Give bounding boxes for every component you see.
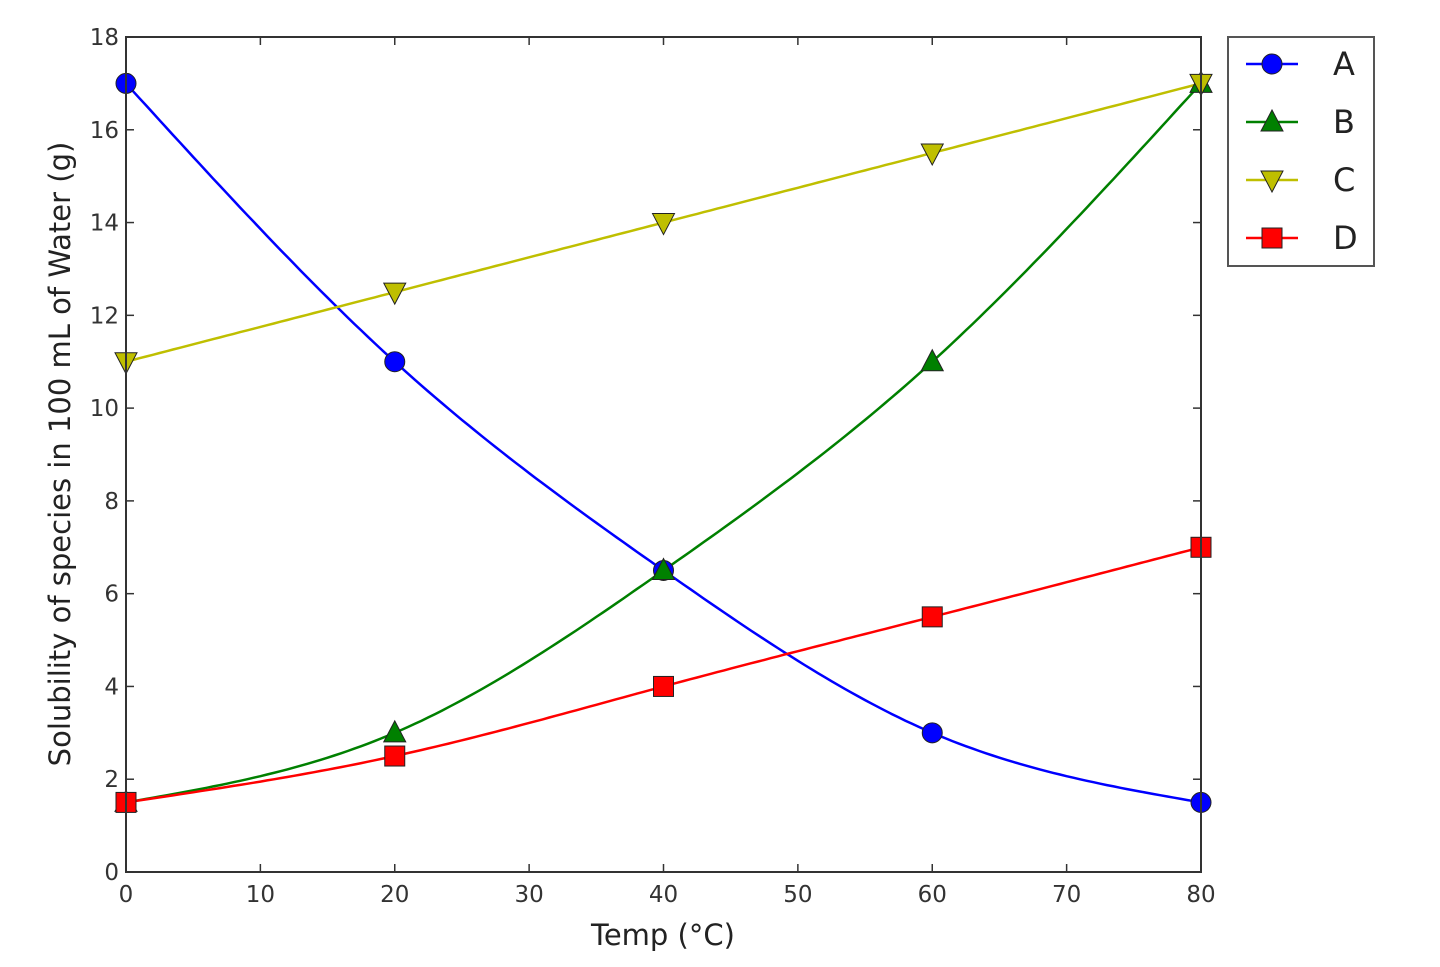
- y-tick-label: 18: [90, 25, 119, 51]
- y-tick-label: 4: [104, 674, 119, 700]
- y-tick-label: 16: [90, 118, 119, 144]
- data-point-D: [921, 606, 943, 628]
- data-point-B: [382, 719, 407, 743]
- x-tick-label: 50: [783, 882, 812, 908]
- data-point-C: [382, 282, 407, 306]
- legend-label-B: B: [1333, 103, 1355, 141]
- series-line-D: [125, 546, 1202, 804]
- x-axis-label: Temp (°C): [590, 918, 735, 952]
- x-tick-label: 60: [918, 882, 947, 908]
- y-tick-label: 14: [90, 211, 119, 237]
- data-point-C: [920, 143, 945, 167]
- x-tick-label: 80: [1186, 882, 1215, 908]
- legend-frame: [1227, 36, 1375, 267]
- data-point-B: [920, 348, 945, 372]
- data-point-D: [653, 675, 674, 697]
- data-point-A: [921, 722, 943, 744]
- x-tick-label: 10: [246, 882, 275, 908]
- y-tick-label: 8: [104, 489, 119, 515]
- y-tick-label: 6: [104, 582, 119, 608]
- legend-marker-D: [1261, 227, 1283, 249]
- x-tick-label: 40: [649, 882, 678, 908]
- data-point-D: [384, 745, 406, 767]
- legend-marker-C: [1260, 170, 1284, 194]
- data-point-B: [651, 557, 676, 580]
- plot-frame: [125, 36, 1202, 873]
- axis-ticks: 0 10 20 30 40 50 60 70 80 0 2 4 6 8 10 12 14 16 18: [90, 25, 1216, 908]
- data-point-A: [384, 351, 406, 373]
- data-point-C: [651, 213, 676, 236]
- x-tick-label: 0: [119, 882, 134, 908]
- legend-marker-B: [1260, 108, 1284, 132]
- plot-markers: [114, 70, 1213, 813]
- y-tick-label: 10: [90, 396, 119, 422]
- x-tick-label: 70: [1052, 882, 1081, 908]
- y-axis-label: Solubility of species in 100 mL of Water…: [43, 142, 77, 767]
- legend-label-D: D: [1333, 219, 1358, 257]
- y-tick-label: 12: [90, 303, 119, 329]
- legend-label-C: C: [1333, 161, 1355, 199]
- y-tick-label: 0: [104, 860, 119, 886]
- legend-marker-A: [1261, 53, 1283, 75]
- x-tick-label: 30: [514, 882, 543, 908]
- legend-label-A: A: [1333, 45, 1355, 83]
- y-tick-label: 2: [104, 767, 119, 793]
- x-tick-label: 20: [380, 882, 409, 908]
